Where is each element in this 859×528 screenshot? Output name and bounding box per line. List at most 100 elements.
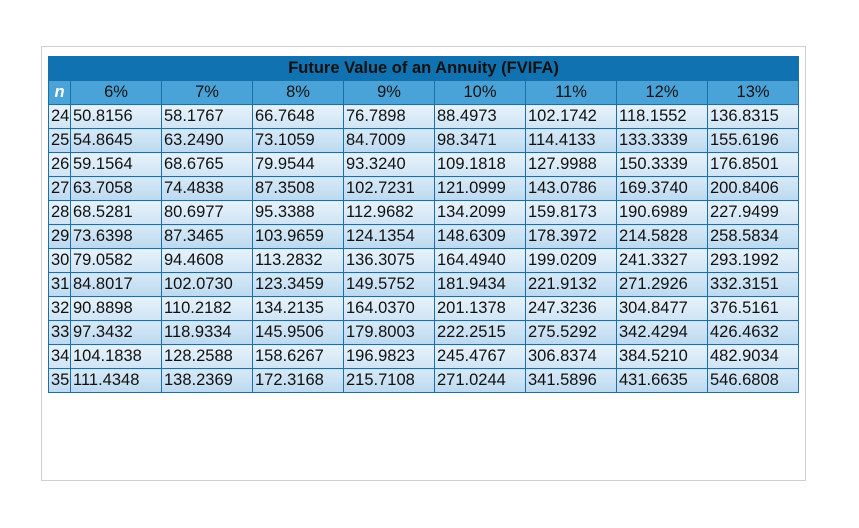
factor-cell: 68.5281 [70, 200, 162, 225]
factor-cell: 95.3388 [252, 200, 344, 225]
factor-cell: 134.2135 [252, 296, 344, 321]
factor-cell: 79.0582 [70, 248, 162, 273]
table-row: 30 79.0582 94.4608 113.2832 136.3075 164.4940… [48, 248, 800, 273]
rate-header: 6% [70, 80, 162, 105]
factor-cell: 150.3339 [616, 152, 708, 177]
factor-cell: 97.3432 [70, 320, 162, 345]
factor-cell: 127.9988 [525, 152, 617, 177]
table-row: 24 50.8156 58.1767 66.7648 76.7898 88.4973 102… [48, 104, 800, 129]
factor-cell: 482.9034 [706, 344, 800, 369]
factor-cell: 134.2099 [434, 200, 526, 225]
fvifa-table: Future Value of an Annuity (FVIFA) n 6% 7… [47, 56, 800, 393]
factor-cell: 227.9499 [706, 200, 800, 225]
factor-cell: 190.6989 [616, 200, 708, 225]
factor-cell: 87.3465 [161, 224, 253, 249]
rate-header: 8% [252, 80, 344, 105]
factor-cell: 247.3236 [525, 296, 617, 321]
factor-cell: 113.2832 [252, 248, 344, 273]
factor-cell: 199.0209 [525, 248, 617, 273]
factor-cell: 145.9506 [252, 320, 344, 345]
factor-cell: 114.4133 [525, 128, 617, 153]
rate-header: 7% [161, 80, 253, 105]
table-title: Future Value of an Annuity (FVIFA) [47, 56, 800, 81]
factor-cell: 104.1838 [70, 344, 162, 369]
factor-cell: 63.2490 [161, 128, 253, 153]
factor-cell: 245.4767 [434, 344, 526, 369]
period-cell: 24 [48, 104, 71, 129]
factor-cell: 109.1818 [434, 152, 526, 177]
factor-cell: 84.7009 [343, 128, 435, 153]
factor-cell: 118.9334 [161, 320, 253, 345]
factor-cell: 93.3240 [343, 152, 435, 177]
factor-cell: 179.8003 [343, 320, 435, 345]
factor-cell: 88.4973 [434, 104, 526, 129]
period-cell: 32 [48, 296, 71, 321]
factor-cell: 178.3972 [525, 224, 617, 249]
factor-cell: 66.7648 [252, 104, 344, 129]
factor-cell: 128.2588 [161, 344, 253, 369]
factor-cell: 90.8898 [70, 296, 162, 321]
rate-header: 9% [343, 80, 435, 105]
table-row: 33 97.3432 118.9334 145.9506 179.8003 222.251… [48, 320, 800, 345]
period-cell: 29 [48, 224, 71, 249]
factor-cell: 376.5161 [706, 296, 800, 321]
factor-cell: 431.6635 [616, 368, 708, 393]
factor-cell: 384.5210 [616, 344, 708, 369]
factor-cell: 58.1767 [161, 104, 253, 129]
factor-cell: 50.8156 [70, 104, 162, 129]
factor-cell: 271.2926 [616, 272, 708, 297]
factor-cell: 143.0786 [525, 176, 617, 201]
factor-cell: 293.1992 [706, 248, 800, 273]
factor-cell: 59.1564 [70, 152, 162, 177]
period-cell: 34 [48, 344, 71, 369]
table-row: 29 73.6398 87.3465 103.9659 124.1354 148.6309… [48, 224, 800, 249]
factor-cell: 426.4632 [706, 320, 800, 345]
factor-cell: 68.6765 [161, 152, 253, 177]
factor-cell: 258.5834 [706, 224, 800, 249]
rate-header: 11% [525, 80, 617, 105]
factor-cell: 73.1059 [252, 128, 344, 153]
table-row: 35 111.4348 138.2369 172.3168 215.7108 271.02… [48, 368, 800, 393]
factor-cell: 222.2515 [434, 320, 526, 345]
table-row: 32 90.8898 110.2182 134.2135 164.0370 201.137… [48, 296, 800, 321]
factor-cell: 138.2369 [161, 368, 253, 393]
factor-cell: 158.6267 [252, 344, 344, 369]
factor-cell: 121.0999 [434, 176, 526, 201]
factor-cell: 76.7898 [343, 104, 435, 129]
factor-cell: 74.4838 [161, 176, 253, 201]
factor-cell: 201.1378 [434, 296, 526, 321]
factor-cell: 164.4940 [434, 248, 526, 273]
rate-header: 10% [434, 80, 526, 105]
period-cell: 25 [48, 128, 71, 153]
factor-cell: 241.3327 [616, 248, 708, 273]
factor-cell: 54.8645 [70, 128, 162, 153]
factor-cell: 221.9132 [525, 272, 617, 297]
period-cell: 33 [48, 320, 71, 345]
n-column-header: n [48, 80, 71, 105]
factor-cell: 124.1354 [343, 224, 435, 249]
factor-cell: 149.5752 [343, 272, 435, 297]
factor-cell: 172.3168 [252, 368, 344, 393]
factor-cell: 102.7231 [343, 176, 435, 201]
rate-header: 13% [706, 80, 800, 105]
table-row: 34 104.1838 128.2588 158.6267 196.9823 245.47… [48, 344, 800, 369]
period-cell: 26 [48, 152, 71, 177]
factor-cell: 159.8173 [525, 200, 617, 225]
factor-cell: 176.8501 [706, 152, 800, 177]
period-cell: 31 [48, 272, 71, 297]
factor-cell: 164.0370 [343, 296, 435, 321]
factor-cell: 155.6196 [706, 128, 800, 153]
factor-cell: 215.7108 [343, 368, 435, 393]
factor-cell: 103.9659 [252, 224, 344, 249]
factor-cell: 111.4348 [70, 368, 162, 393]
factor-cell: 304.8477 [616, 296, 708, 321]
factor-cell: 136.8315 [706, 104, 800, 129]
period-cell: 27 [48, 176, 71, 201]
factor-cell: 546.6808 [706, 368, 800, 393]
factor-cell: 342.4294 [616, 320, 708, 345]
table-row: 25 54.8645 63.2490 73.1059 84.7009 98.3471 114… [48, 128, 800, 153]
factor-cell: 79.9544 [252, 152, 344, 177]
factor-cell: 136.3075 [343, 248, 435, 273]
factor-cell: 102.1742 [525, 104, 617, 129]
factor-cell: 200.8406 [706, 176, 800, 201]
